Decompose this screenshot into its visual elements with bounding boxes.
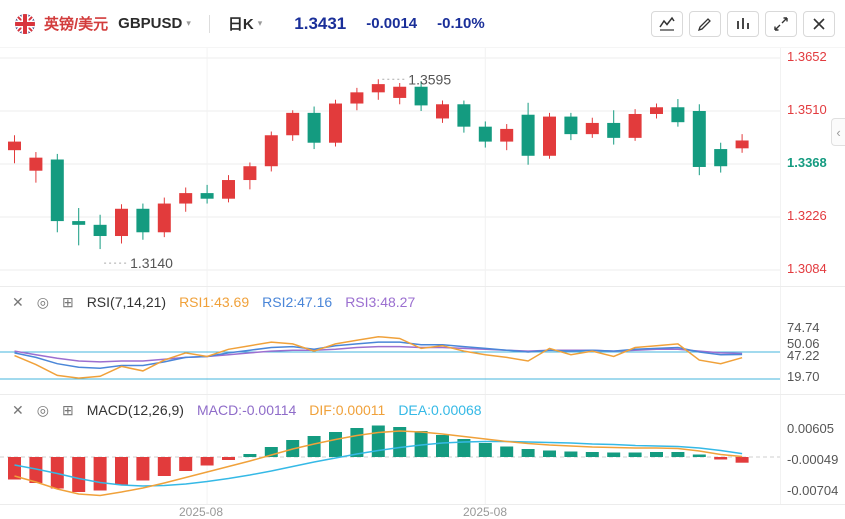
close-chart-button[interactable] <box>803 10 835 37</box>
macd-title: MACD(12,26,9) <box>86 402 184 418</box>
dea-value: DEA:0.00068 <box>398 402 482 418</box>
chart-type-icon <box>659 16 675 31</box>
macd-header: ✕ ◎ ⊞ MACD(12,26,9) MACD:-0.00114 DIF:0.… <box>12 402 482 418</box>
rsi-add-icon[interactable]: ⊞ <box>61 294 74 310</box>
price-axis-label: 1.3652 <box>787 49 827 64</box>
chart-header: 英镑/美元 GBPUSD ▾ 日K ▾ 1.3431 -0.0014 -0.10… <box>0 0 845 48</box>
price-axis: 1.3652 1.3510 1.3368 1.3226 1.3084 <box>780 48 845 286</box>
timeframe-selector[interactable]: 日K ▾ <box>226 11 264 36</box>
symbol-label: GBPUSD <box>118 15 183 32</box>
rsi-plot[interactable] <box>0 287 780 395</box>
rsi-header: ✕ ◎ ⊞ RSI(7,14,21) RSI1:43.69 RSI2:47.16… <box>12 294 415 310</box>
symbol-selector[interactable]: GBPUSD ▾ <box>116 13 193 34</box>
svg-text:1.3140: 1.3140 <box>130 255 173 271</box>
price-axis-label: 1.3510 <box>787 102 827 117</box>
chevron-down-icon: ▾ <box>186 18 191 28</box>
chevron-down-icon: ▾ <box>257 18 263 28</box>
rsi-panel: ✕ ◎ ⊞ RSI(7,14,21) RSI1:43.69 RSI2:47.16… <box>0 286 845 395</box>
fullscreen-button[interactable] <box>765 10 797 37</box>
macd-settings-icon[interactable]: ◎ <box>36 402 49 418</box>
rsi-axis-label: 19.70 <box>787 369 820 384</box>
rsi-settings-icon[interactable]: ◎ <box>36 294 49 310</box>
indicators-button[interactable] <box>727 10 759 37</box>
macd-value: MACD:-0.00114 <box>196 402 297 418</box>
macd-plot[interactable] <box>0 395 780 505</box>
macd-panel: ✕ ◎ ⊞ MACD(12,26,9) MACD:-0.00114 DIF:0.… <box>0 394 845 505</box>
chart-type-button[interactable] <box>651 10 683 37</box>
macd-axis-label: -0.00704 <box>787 483 839 498</box>
main-chart-plot[interactable]: 1.3595 1.3140 <box>0 48 780 286</box>
rsi-axis-label: 50.06 <box>787 336 820 351</box>
macd-close-icon[interactable]: ✕ <box>12 402 24 418</box>
price-axis-label: 1.3084 <box>787 261 827 276</box>
indicator-bars-icon <box>737 17 749 29</box>
rsi-axis-label: 74.74 <box>787 320 820 335</box>
macd-axis-label: -0.00049 <box>787 452 839 467</box>
rsi1-value: RSI1:43.69 <box>179 294 250 310</box>
rsi-close-icon[interactable]: ✕ <box>12 294 24 310</box>
close-icon <box>813 17 825 30</box>
chart-toolbar <box>651 10 835 37</box>
current-price-tag: 1.3368 <box>787 155 827 170</box>
rsi2-value: RSI2:47.16 <box>262 294 333 310</box>
header-divider <box>208 14 210 33</box>
price-change: -0.0014 <box>366 15 418 32</box>
dif-value: DIF:0.00011 <box>309 402 386 418</box>
gbp-flag-icon <box>14 13 36 35</box>
price-axis-label: 1.3226 <box>787 208 827 223</box>
rsi-axis-label: 47.22 <box>787 348 820 363</box>
time-axis-label: 2025-08 <box>178 505 224 519</box>
timeframe-label: 日K <box>227 16 254 33</box>
draw-tools-button[interactable] <box>689 10 721 37</box>
pair-name-cn: 英镑/美元 <box>44 16 109 33</box>
svg-text:1.3595: 1.3595 <box>408 71 451 87</box>
rsi-axis: 74.74 50.06 47.22 19.70 <box>780 287 845 394</box>
macd-axis-label: 0.00605 <box>787 421 834 436</box>
expand-arrows-icon <box>774 16 788 31</box>
collapse-panel-chevron[interactable]: ‹ <box>831 118 845 146</box>
rsi-title: RSI(7,14,21) <box>86 294 167 310</box>
price-change-percent: -0.10% <box>437 15 485 32</box>
time-axis: 2025-08 2025-08 <box>0 504 845 519</box>
macd-axis: 0.00605 -0.00049 -0.00704 <box>780 395 845 504</box>
candlestick-panel: 1.3595 1.3140 1.3652 1.3510 1.3368 1.3226… <box>0 48 845 286</box>
rsi3-value: RSI3:48.27 <box>345 294 416 310</box>
last-price: 1.3431 <box>294 13 347 33</box>
time-axis-label: 2025-08 <box>462 505 508 519</box>
pencil-icon <box>697 17 711 31</box>
macd-add-icon[interactable]: ⊞ <box>61 402 74 418</box>
